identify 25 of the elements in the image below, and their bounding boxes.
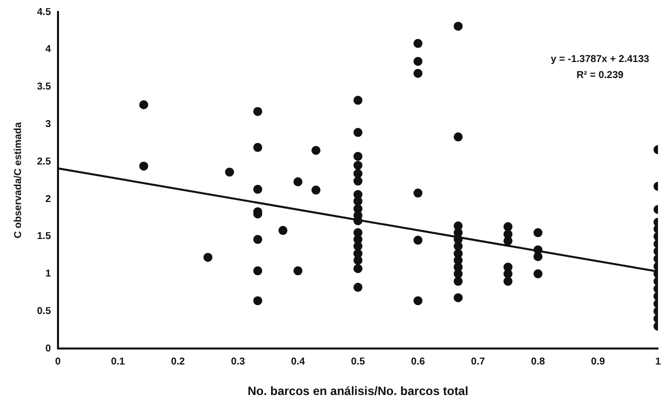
y-tick-label: 4 — [45, 44, 52, 56]
y-tick-label: 0.5 — [36, 306, 52, 317]
x-tick-label: 0.1 — [110, 356, 126, 368]
x-tick-label: 0.7 — [471, 356, 486, 368]
y-axis-title: C observada/C estimada — [12, 122, 24, 238]
x-tick-label: 0 — [55, 356, 62, 368]
y-tick-label: 0 — [45, 343, 52, 354]
x-tick-label: 0.8 — [531, 356, 546, 368]
y-tick-label: 3 — [45, 118, 52, 130]
y-tick-label: 3.5 — [36, 82, 52, 93]
x-tick-label: 0.9 — [591, 356, 606, 368]
x-axis-title: No. barcos en análisis/No. barcos total — [248, 384, 468, 398]
x-tick-label: 0.6 — [411, 356, 426, 368]
y-tick-label: 2 — [45, 194, 52, 205]
x-tick-label: 0.4 — [290, 356, 306, 368]
y-tick-label: 1.5 — [36, 231, 52, 242]
annotation: R² = 0.239 — [576, 70, 624, 81]
x-tick-label: 0.5 — [351, 356, 366, 368]
x-tick-label: 0.3 — [230, 356, 246, 368]
annotation: y = -1.3787x + 2.4133 — [550, 54, 650, 65]
y-tick-label: 1 — [45, 268, 52, 280]
x-tick-label: 0.2 — [170, 356, 186, 368]
x-tick-label: 1 — [655, 356, 662, 368]
y-tick-label: 2.5 — [36, 156, 52, 168]
y-tick-label: 4.5 — [36, 6, 52, 18]
